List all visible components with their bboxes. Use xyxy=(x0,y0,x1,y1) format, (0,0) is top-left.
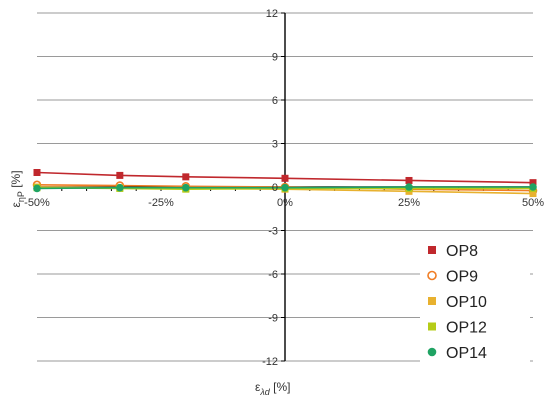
legend-background xyxy=(420,232,530,362)
legend-marker-op12 xyxy=(428,322,436,331)
y-tick-label: 3 xyxy=(272,139,278,151)
legend-label-op14: OP14 xyxy=(446,345,487,362)
data-point-op8 xyxy=(182,173,190,181)
data-point-op14 xyxy=(529,183,537,191)
data-point-op8 xyxy=(529,179,537,187)
legend-label-op8: OP8 xyxy=(446,243,478,260)
x-tick-label: 50% xyxy=(522,197,544,209)
y-tick-label: -9 xyxy=(268,313,278,325)
legend-marker-op8 xyxy=(428,246,436,254)
data-point-op14 xyxy=(281,183,289,192)
legend: OP8 OP9 OP10 OP12 OP14 xyxy=(420,232,530,362)
y-tick-label: 9 xyxy=(272,52,278,64)
data-point-op14 xyxy=(116,183,124,192)
y-tick-label: 6 xyxy=(272,95,278,107)
series-line-op14 xyxy=(36,186,533,190)
data-point-op8 xyxy=(33,169,41,176)
legend-marker-op14 xyxy=(427,347,437,357)
data-point-op10 xyxy=(529,190,537,198)
x-tick-label: -50% xyxy=(24,197,50,209)
legend-label-op12: OP12 xyxy=(446,320,487,337)
legend-label-op10: OP10 xyxy=(446,294,487,311)
axis-labels: εηP [%] ελd [%] xyxy=(9,170,290,397)
y-tick-label: -12 xyxy=(262,356,278,368)
y-tick-label: -3 xyxy=(268,226,278,238)
data-point-op8 xyxy=(116,171,124,179)
x-tick-label: -25% xyxy=(148,197,174,209)
y-tick-label: 12 xyxy=(266,8,278,20)
x-tick-label: 0% xyxy=(277,197,293,209)
data-point-op8 xyxy=(281,174,289,182)
y-axis-label: εηP [%] xyxy=(9,170,26,207)
y-tick-label: -6 xyxy=(268,269,278,281)
x-tick-label: 25% xyxy=(398,197,420,209)
legend-label-op9: OP9 xyxy=(446,269,478,286)
legend-marker-op9 xyxy=(427,270,437,281)
data-point-op14 xyxy=(33,184,41,193)
data-point-op8 xyxy=(405,176,413,184)
tick-labels: -12 -9 -6 -3 0 3 6 9 12 -50% -25% 0% 25% 50% xyxy=(24,8,544,368)
series-line-op8 xyxy=(36,171,534,184)
data-point-op14 xyxy=(182,183,190,192)
legend-marker-op10 xyxy=(428,297,436,305)
data-point-op14 xyxy=(405,183,413,191)
series-layer xyxy=(32,169,538,198)
x-axis-label: ελd [%] xyxy=(255,380,290,397)
y-tick-label: 0 xyxy=(272,182,278,194)
series-line-op9 xyxy=(36,184,534,192)
